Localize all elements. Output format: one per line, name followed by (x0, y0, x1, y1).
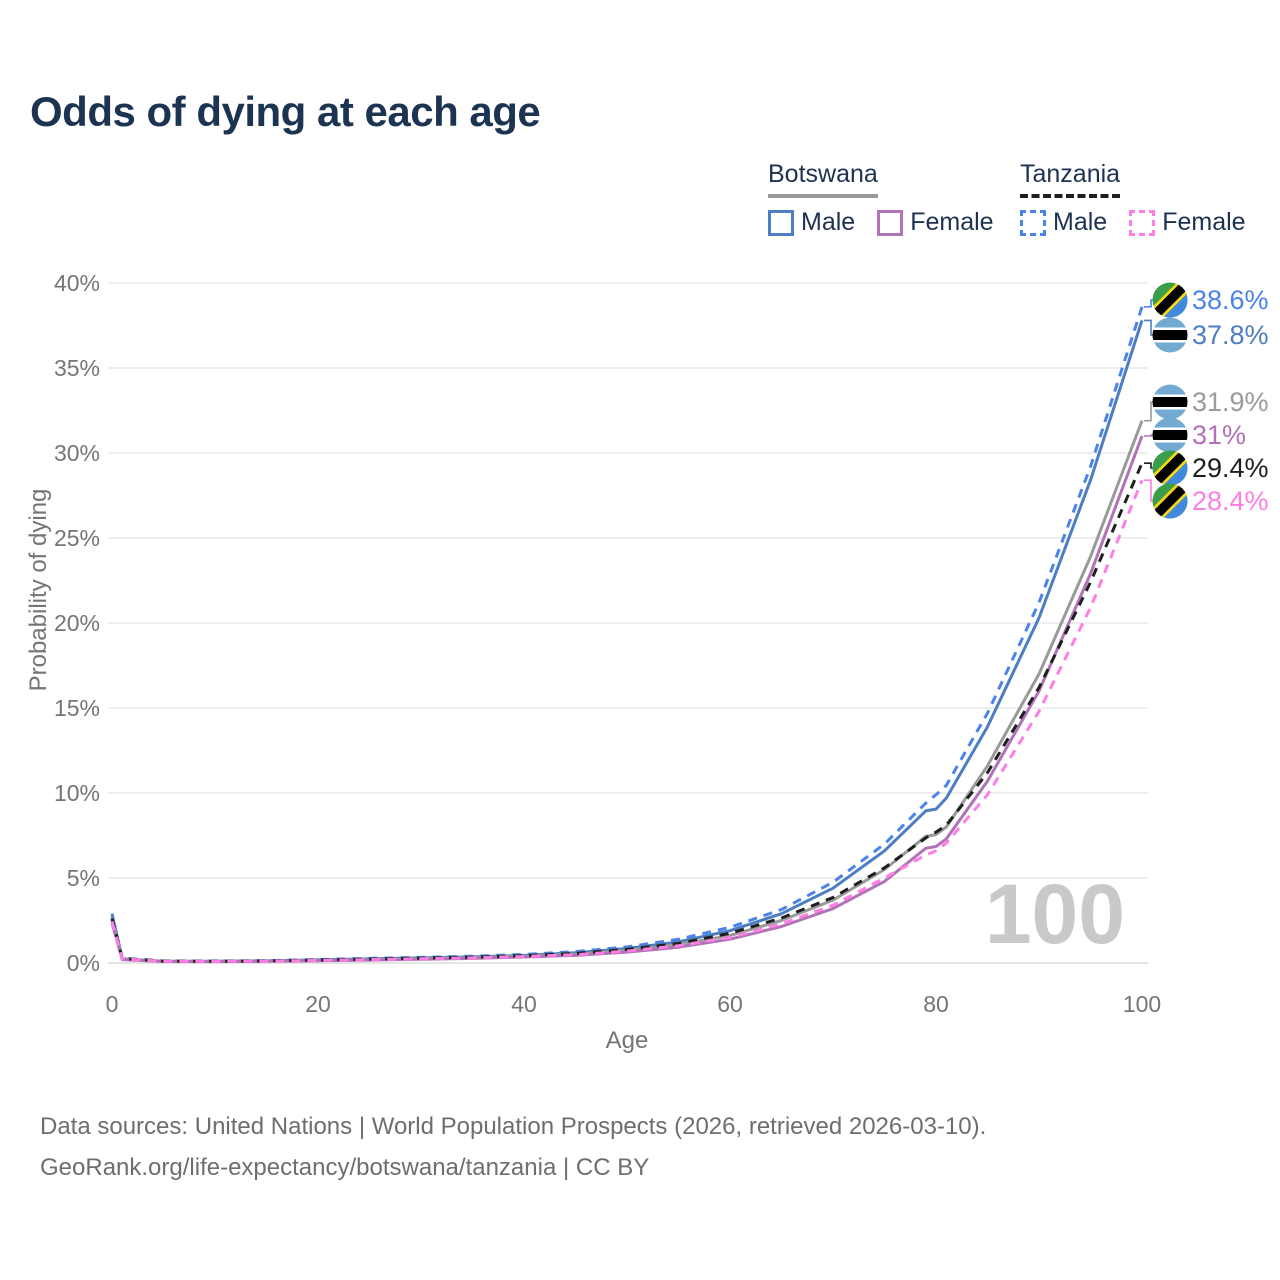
y-tick-label: 40% (54, 270, 100, 296)
attribution-link-line[interactable]: GeoRank.org/life-expectancy/botswana/tan… (40, 1154, 650, 1181)
legend-item-label: Female (910, 208, 994, 236)
y-tick-label: 5% (67, 865, 100, 891)
chart-legend: Botswana Male Female Tanzania Male Femal… (0, 160, 1280, 250)
end-label-botswana: 31.9% (1152, 384, 1269, 420)
flag-art (1152, 483, 1188, 519)
legend-row-tanzania: Male Female (1020, 208, 1246, 237)
end-label-value: 37.8% (1192, 320, 1269, 350)
tanzania-flag-icon (1152, 450, 1188, 486)
x-axis: 0 20 40 60 80 100 (106, 991, 1162, 1017)
y-tick-label: 25% (54, 525, 100, 551)
legend-country-botswana: Botswana (768, 160, 878, 198)
botswana-male-swatch-icon (768, 209, 794, 236)
flag-band (1152, 397, 1188, 407)
age-frame-watermark: 100 (985, 867, 1125, 961)
tanzania-flag-icon (1152, 483, 1188, 519)
y-tick-label: 10% (54, 780, 100, 806)
flag-art (1152, 450, 1188, 486)
legend-item-label: Female (1162, 208, 1246, 236)
flag-band (1152, 450, 1188, 486)
legend-item-botswana-female[interactable]: Female (877, 208, 994, 237)
end-label-value: 31.9% (1192, 387, 1269, 417)
end-label-value: 28.4% (1192, 486, 1269, 516)
data-source-attribution: Data sources: United Nations | World Pop… (40, 1106, 1190, 1188)
end-label-botswana-male: 37.8% (1152, 317, 1269, 353)
series-lines (110, 306, 1144, 964)
y-tick-label: 35% (54, 355, 100, 381)
tanzania-female-swatch-icon (1129, 209, 1156, 236)
x-tick-label: 100 (1123, 991, 1161, 1017)
end-labels: 38.6% 37.8% 31.9%31%29.4%28.4% (1152, 282, 1269, 519)
legend-row-botswana: Male Female (768, 208, 994, 237)
y-tick-label: 20% (54, 610, 100, 636)
y-axis-title: Probability of dying (25, 489, 52, 692)
y-tick-label: 0% (67, 950, 100, 976)
x-tick-label: 80 (923, 991, 949, 1017)
end-label-tanzania-male: 38.6% (1152, 282, 1269, 318)
tanzania-flag-icon (1152, 282, 1188, 318)
legend-country-tanzania: Tanzania (1020, 160, 1121, 198)
legend-item-label: Male (1053, 208, 1108, 236)
x-tick-label: 40 (511, 991, 537, 1017)
flag-band (1152, 330, 1188, 340)
flag-art (1152, 384, 1188, 420)
legend-group-botswana: Botswana Male Female (768, 160, 994, 237)
legend-item-label: Male (801, 208, 856, 236)
flag-band (1152, 483, 1188, 519)
legend-item-tanzania-female[interactable]: Female (1129, 208, 1246, 237)
botswana-flag-icon (1152, 317, 1188, 353)
page-title: Odds of dying at each age (30, 88, 541, 135)
y-tick-label: 15% (54, 695, 100, 721)
botswana-flag-icon (1152, 417, 1188, 453)
end-label-tanzania-female: 28.4% (1152, 483, 1269, 519)
botswana-flag-icon (1152, 384, 1188, 420)
end-label-tanzania: 29.4% (1152, 450, 1269, 486)
end-label-value: 31% (1192, 420, 1246, 450)
series-line-tanzania-male[interactable] (110, 306, 1144, 963)
x-tick-label: 20 (305, 991, 331, 1017)
x-axis-title: Age (606, 1027, 649, 1054)
end-label-value: 29.4% (1192, 453, 1269, 483)
flag-art (1152, 417, 1188, 453)
flag-band (1152, 282, 1188, 318)
data-source-line: Data sources: United Nations | World Pop… (40, 1113, 987, 1140)
botswana-female-swatch-icon (877, 209, 904, 236)
flag-art (1152, 317, 1188, 353)
flag-band (1152, 430, 1188, 440)
x-tick-label: 0 (106, 991, 119, 1017)
series-line-tanzania[interactable] (110, 462, 1144, 963)
legend-item-tanzania-male[interactable]: Male (1020, 208, 1107, 237)
legend-item-botswana-male[interactable]: Male (768, 208, 855, 237)
flag-art (1152, 282, 1188, 318)
series-line-botswana-male[interactable] (110, 319, 1144, 963)
tanzania-male-swatch-icon (1020, 209, 1046, 236)
y-tick-label: 30% (54, 440, 100, 466)
x-tick-label: 60 (717, 991, 743, 1017)
end-label-botswana-female: 31% (1152, 417, 1246, 453)
legend-group-tanzania: Tanzania Male Female (1020, 160, 1246, 237)
gridlines: 0% 5% 10% 15% 20% 25% 30% 35% 40% (54, 270, 1148, 976)
end-label-value: 38.6% (1192, 285, 1269, 315)
